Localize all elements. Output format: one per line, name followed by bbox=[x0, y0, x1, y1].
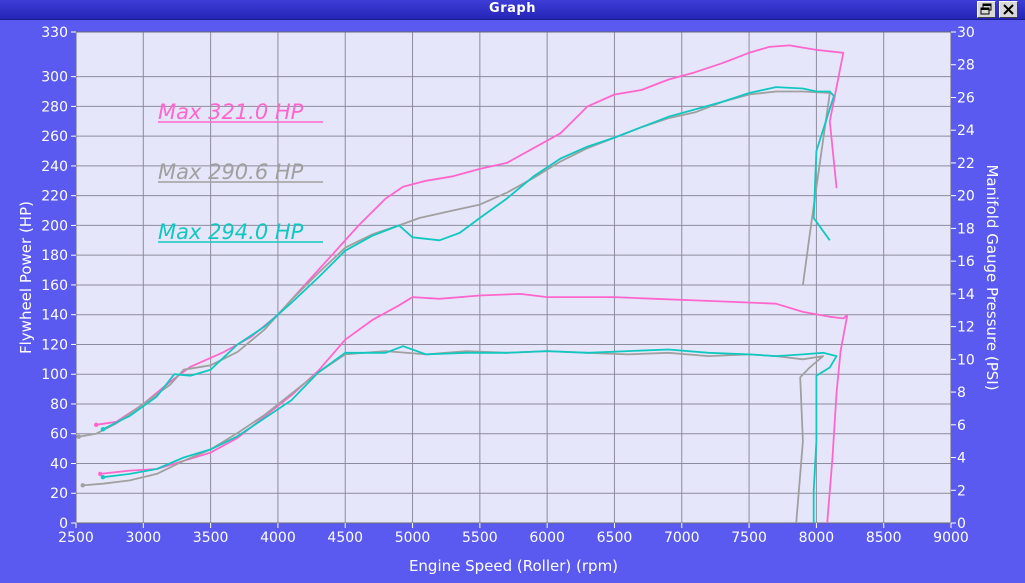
x-tick-label: 4500 bbox=[327, 530, 363, 546]
y2-tick-label: 6 bbox=[957, 418, 966, 434]
x-tick-label: 5500 bbox=[462, 530, 498, 546]
x-tick-label: 4000 bbox=[260, 530, 296, 546]
y-tick-label: 280 bbox=[41, 99, 68, 115]
close-icon bbox=[1003, 4, 1014, 15]
series-start-point bbox=[98, 471, 103, 477]
y2-tick-label: 22 bbox=[957, 156, 975, 172]
x-tick-label: 3000 bbox=[125, 530, 161, 546]
y-tick-label: 240 bbox=[41, 159, 68, 175]
y-tick-label: 300 bbox=[41, 70, 68, 86]
x-tick-label: 2500 bbox=[58, 530, 94, 546]
series-line-power bbox=[78, 90, 831, 438]
x-tick-label: 8000 bbox=[799, 530, 835, 546]
x-tick-label: 5000 bbox=[395, 530, 431, 546]
y2-tick-label: 8 bbox=[957, 385, 966, 401]
y2-tick-label: 2 bbox=[957, 483, 966, 499]
series-start-point bbox=[100, 474, 106, 480]
x-tick-label: 6500 bbox=[597, 530, 633, 546]
y2-tick-label: 18 bbox=[957, 221, 975, 237]
y-tick-label: 100 bbox=[41, 367, 68, 383]
x-axis-label: Engine Speed (Roller) (rpm) bbox=[409, 557, 618, 575]
plot-border bbox=[75, 31, 952, 524]
y2-tick-label: 0 bbox=[957, 516, 966, 532]
x-tick-label: 3500 bbox=[193, 530, 229, 546]
series-line-boost bbox=[100, 293, 849, 524]
max-hp-label: Max 321.0 HP bbox=[158, 100, 304, 124]
y-tick-label: 20 bbox=[50, 486, 68, 502]
max-hp-label: Max 290.6 HP bbox=[158, 160, 304, 184]
y2-tick-label: 30 bbox=[957, 25, 975, 41]
y2-tick-label: 10 bbox=[957, 352, 975, 368]
y-tick-label: 260 bbox=[41, 129, 68, 145]
y-axis-label: Flywheel Power (HP) bbox=[17, 201, 35, 354]
y2-tick-label: 28 bbox=[957, 58, 975, 74]
series-start-point bbox=[76, 434, 81, 439]
dyno-chart: 2500 3000 3500 4000 4500 5000 5500 6000 6500 7000… bbox=[17, 25, 1001, 575]
annotations: Max 321.0 HP Max 290.6 HP Max 294.0 HP bbox=[158, 100, 323, 244]
series-line-power bbox=[102, 86, 835, 431]
y-tick-label: 0 bbox=[59, 516, 68, 532]
series-start-point bbox=[80, 483, 85, 488]
x-tick-label: 6000 bbox=[529, 530, 565, 546]
series-line-boost bbox=[102, 345, 838, 523]
y-tick-label: 200 bbox=[41, 218, 68, 234]
restore-button[interactable] bbox=[977, 1, 996, 18]
y2-tick-label: 4 bbox=[957, 451, 966, 467]
series-start-point bbox=[100, 427, 106, 432]
y2-tick-label: 20 bbox=[957, 189, 975, 205]
y-tick-label: 140 bbox=[41, 308, 68, 324]
close-button[interactable] bbox=[999, 1, 1018, 18]
y2-tick-label: 16 bbox=[957, 254, 975, 270]
x-tick-label: 9000 bbox=[933, 530, 969, 546]
restore-icon bbox=[980, 3, 992, 15]
y-tick-label: 40 bbox=[50, 456, 68, 472]
y-axis-ticks: 0 20 40 60 80 100 120 140 160 180 200 220 240 260 280 3… bbox=[41, 25, 76, 532]
y2-tick-label: 26 bbox=[957, 90, 975, 106]
y2-axis-label: Manifold Gauge Pressure (PSI) bbox=[983, 164, 1001, 390]
y-tick-label: 220 bbox=[41, 189, 68, 205]
window-titlebar: Graph bbox=[0, 0, 1025, 20]
x-tick-label: 7000 bbox=[664, 530, 700, 546]
gridlines bbox=[75, 31, 952, 524]
series-line-power bbox=[96, 44, 845, 426]
y2-tick-label: 12 bbox=[957, 320, 975, 336]
series-start-point bbox=[93, 422, 99, 427]
y-tick-label: 80 bbox=[50, 397, 68, 413]
max-hp-label: Max 294.0 HP bbox=[158, 220, 304, 244]
x-tick-label: 7500 bbox=[731, 530, 767, 546]
y2-tick-label: 24 bbox=[957, 123, 975, 139]
y2-tick-label: 14 bbox=[957, 287, 975, 303]
x-tick-label: 8500 bbox=[866, 530, 902, 546]
window-title: Graph bbox=[489, 1, 536, 16]
series-layer bbox=[76, 44, 849, 524]
y-tick-label: 120 bbox=[41, 337, 68, 353]
y-tick-label: 60 bbox=[50, 427, 68, 443]
plot-area bbox=[76, 32, 951, 523]
x-axis-ticks: 2500 3000 3500 4000 4500 5000 5500 6000 6500 7000… bbox=[58, 523, 969, 546]
y-tick-label: 160 bbox=[41, 278, 68, 294]
y-tick-label: 330 bbox=[41, 25, 68, 41]
y-tick-label: 180 bbox=[41, 248, 68, 264]
